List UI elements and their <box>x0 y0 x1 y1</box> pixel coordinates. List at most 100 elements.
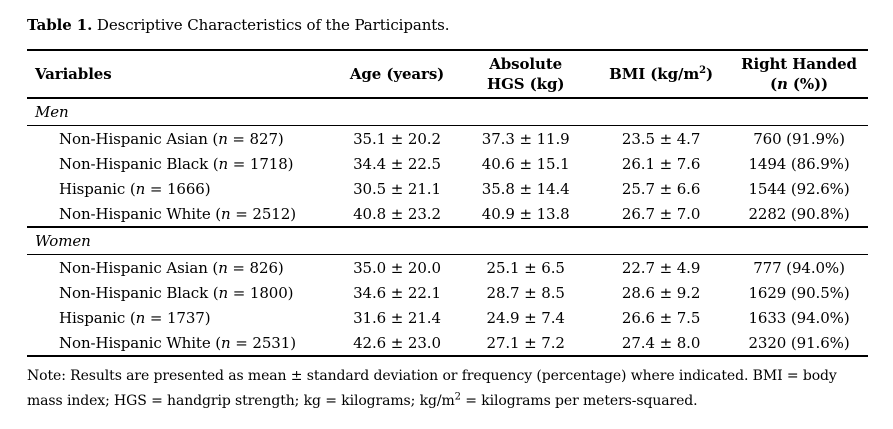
table-row: Hispanic (n = 1666) 30.5 ± 21.1 35.8 ± 1… <box>27 176 868 201</box>
cell-hgs: 24.9 ± 7.4 <box>486 308 565 327</box>
variable-n-value: = 1800) <box>228 283 294 302</box>
cell-hgs: 35.8 ± 14.4 <box>481 179 570 198</box>
cell-variable: Non-Hispanic Asian (n = 827) <box>27 126 335 152</box>
cell-hgs: 27.1 ± 7.2 <box>459 330 593 357</box>
cell-hgs: 40.9 ± 13.8 <box>481 204 570 223</box>
cell-age: 35.0 ± 20.0 <box>353 258 441 277</box>
variable-label: Non-Hispanic White ( <box>59 333 222 352</box>
rh-n-italic: n <box>776 75 788 93</box>
n-italic: n <box>221 204 231 223</box>
column-header-absolute-hgs: Absolute HGS (kg) <box>459 49 593 99</box>
section-header-men-cell: Men <box>27 98 868 126</box>
cell-bmi: 26.7 ± 7.0 <box>621 204 701 223</box>
cell-bmi: 22.7 ± 4.9 <box>621 258 701 277</box>
column-header-bmi: BMI (kg/m2) <box>592 49 731 99</box>
section-header-women-cell: Women <box>27 226 868 255</box>
n-italic: n <box>218 283 229 302</box>
table-row: Non-Hispanic Asian (n = 827) 35.1 ± 20.2… <box>27 126 868 152</box>
cell-right-handed: 1633 (94.0%) <box>748 308 850 327</box>
table-title: Table 1. Descriptive Characteristics of … <box>27 15 868 36</box>
variable-label: Non-Hispanic Asian ( <box>59 129 219 148</box>
header-row: Variables Age (years) Absolute HGS (kg) … <box>27 49 868 99</box>
n-italic: n <box>218 258 228 277</box>
table-note: Note: Results are presented as mean ± st… <box>27 364 868 414</box>
n-italic: n <box>218 154 229 173</box>
table-row: Non-Hispanic Asian (n = 826) 35.0 ± 20.0… <box>27 255 868 281</box>
cell-age: 34.4 ± 22.5 <box>353 154 441 173</box>
rh-close-paren: (%)) <box>787 75 829 93</box>
cell-hgs: 28.7 ± 8.5 <box>486 283 565 302</box>
table-row: Non-Hispanic White (n = 2531) 42.6 ± 23.… <box>27 330 868 357</box>
cell-hgs: 40.6 ± 15.1 <box>481 154 570 173</box>
cell-age: 42.6 ± 23.0 <box>334 330 460 357</box>
table-row: Hispanic (n = 1737) 31.6 ± 21.4 24.9 ± 7… <box>27 305 868 330</box>
cell-bmi: 28.6 ± 9.2 <box>621 283 701 302</box>
table-row: Non-Hispanic White (n = 2512) 40.8 ± 23.… <box>27 201 868 227</box>
variable-label: Hispanic ( <box>59 308 136 327</box>
n-italic: n <box>218 129 228 148</box>
n-italic: n <box>135 179 146 198</box>
cell-right-handed: 1544 (92.6%) <box>748 179 850 198</box>
cell-age: 31.6 ± 21.4 <box>353 308 441 327</box>
cell-bmi: 26.6 ± 7.5 <box>621 308 701 327</box>
variable-n-value: = 1737) <box>145 308 211 327</box>
variable-n-value: = 2512) <box>230 204 296 223</box>
cell-bmi: 23.5 ± 4.7 <box>621 129 701 148</box>
cell-right-handed: 2282 (90.8%) <box>748 204 850 223</box>
section-header-women: Women <box>27 226 868 255</box>
page: Table 1. Descriptive Characteristics of … <box>27 15 868 414</box>
bmi-header-superscript: 2 <box>699 65 706 76</box>
table-title-text: Descriptive Characteristics of the Parti… <box>92 16 450 34</box>
variable-n-value: = 1718) <box>228 154 294 173</box>
cell-right-handed: 1494 (86.9%) <box>748 154 850 173</box>
variable-label: Non-Hispanic White ( <box>59 204 222 223</box>
n-italic: n <box>221 333 231 352</box>
column-header-variables: Variables <box>27 49 335 99</box>
table-row: Non-Hispanic Black (n = 1800) 34.6 ± 22.… <box>27 280 868 305</box>
table-row: Non-Hispanic Black (n = 1718) 34.4 ± 22.… <box>27 151 868 176</box>
cell-variable: Non-Hispanic White (n = 2531) <box>27 330 335 357</box>
cell-variable: Non-Hispanic Black (n = 1800) <box>27 280 335 305</box>
cell-variable: Hispanic (n = 1737) <box>27 305 335 330</box>
variable-label: Non-Hispanic Black ( <box>59 154 219 173</box>
variable-label: Non-Hispanic Black ( <box>59 283 219 302</box>
cell-age: 30.5 ± 21.1 <box>353 179 441 198</box>
cell-variable: Non-Hispanic Black (n = 1718) <box>27 151 335 176</box>
variable-label: Non-Hispanic Asian ( <box>59 258 219 277</box>
variable-n-value: = 827) <box>227 129 284 148</box>
cell-age: 34.6 ± 22.1 <box>353 283 441 302</box>
variable-n-value: = 826) <box>227 258 284 277</box>
cell-variable: Non-Hispanic White (n = 2512) <box>27 201 335 227</box>
column-header-right-handed: Right Handed (n (%)) <box>730 49 868 99</box>
bmi-header-close-paren: ) <box>705 65 713 83</box>
cell-right-handed: 777 (94.0%) <box>753 258 845 277</box>
cell-age: 35.1 ± 20.2 <box>353 129 441 148</box>
cell-bmi: 25.7 ± 6.6 <box>621 179 701 198</box>
table-number-label: Table 1. <box>27 16 93 34</box>
participants-table: Variables Age (years) Absolute HGS (kg) … <box>27 49 868 357</box>
variable-n-value: = 2531) <box>230 333 296 352</box>
cell-hgs: 25.1 ± 6.5 <box>486 258 565 277</box>
cell-right-handed: 1629 (90.5%) <box>748 283 850 302</box>
rh-open-paren: ( <box>769 75 777 93</box>
cell-bmi: 27.4 ± 8.0 <box>592 330 731 357</box>
variable-label: Hispanic ( <box>59 179 136 198</box>
cell-right-handed: 760 (91.9%) <box>753 129 845 148</box>
cell-right-handed: 2320 (91.6%) <box>730 330 868 357</box>
note-superscript: 2 <box>454 391 461 403</box>
column-header-age: Age (years) <box>334 49 460 99</box>
cell-bmi: 26.1 ± 7.6 <box>621 154 701 173</box>
section-header-men: Men <box>27 98 868 126</box>
cell-variable: Non-Hispanic Asian (n = 826) <box>27 255 335 281</box>
note-text-end: = kilograms per meters-squared. <box>460 393 698 409</box>
n-italic: n <box>135 308 146 327</box>
note-text: Note: Results are presented as mean ± st… <box>27 368 837 409</box>
bmi-header-text: BMI (kg/m <box>609 65 700 83</box>
hgs-header-line1: Absolute <box>489 55 563 73</box>
cell-age: 40.8 ± 23.2 <box>353 204 441 223</box>
cell-hgs: 37.3 ± 11.9 <box>481 129 570 148</box>
right-handed-header-line1: Right Handed <box>741 55 857 73</box>
hgs-header-line2: HGS (kg) <box>487 75 565 93</box>
right-handed-header-line2: (n (%)) <box>730 74 868 94</box>
cell-variable: Hispanic (n = 1666) <box>27 176 335 201</box>
